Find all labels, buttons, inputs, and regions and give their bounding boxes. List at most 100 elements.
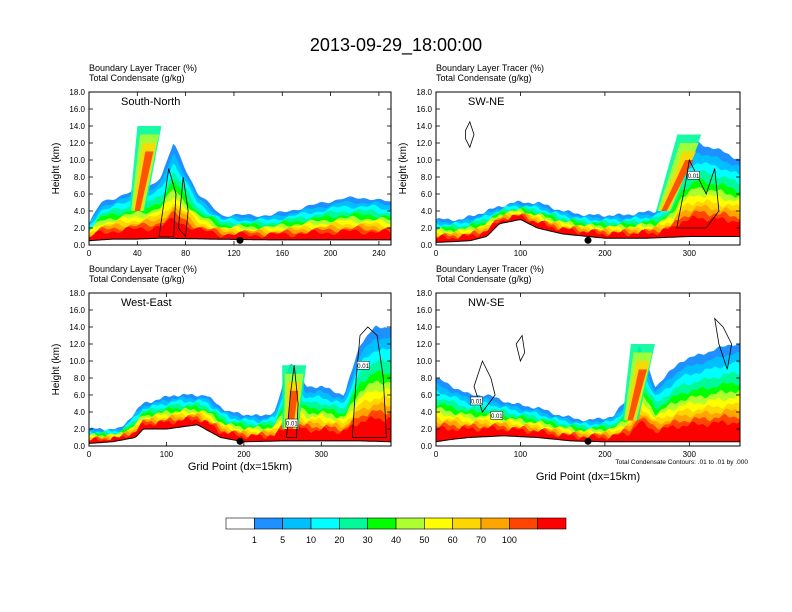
x-tick-label: 200: [598, 249, 612, 258]
colorbar-label: 100: [502, 535, 517, 545]
y-tick-label: 12.0: [69, 340, 85, 349]
y-tick-label: 0.0: [74, 442, 86, 451]
panel-name: NW-SE: [468, 297, 504, 309]
x-axis-label: Grid Point (dx=15km): [536, 471, 640, 483]
y-axis-label: Height (km): [398, 143, 409, 195]
x-tick-label: 0: [87, 249, 92, 258]
y-tick-label: 8.0: [421, 374, 433, 383]
panel-name: South-North: [121, 96, 180, 108]
y-tick-label: 4.0: [74, 408, 86, 417]
x-tick-label: 0: [434, 450, 439, 459]
y-tick-label: 0.0: [74, 241, 86, 250]
y-tick-label: 6.0: [421, 391, 433, 400]
y-tick-label: 12.0: [69, 139, 85, 148]
y-tick-label: 8.0: [74, 173, 86, 182]
colorbar-label: 5: [280, 535, 285, 545]
plot-frame: [88, 91, 392, 246]
terrain-fill: [436, 435, 740, 446]
colorbar-label: 50: [419, 535, 429, 545]
field-label-tracer: Boundary Layer Tracer (%): [89, 63, 197, 73]
field-label-tracer: Boundary Layer Tracer (%): [436, 264, 544, 274]
field-label-condensate: Total Condensate (g/kg): [89, 274, 185, 284]
plot-frame: [435, 91, 741, 246]
colorbar-swatch: [254, 517, 283, 530]
x-tick-label: 80: [181, 249, 190, 258]
colorbar-swatch: [537, 517, 567, 530]
plume-layer: [627, 369, 647, 421]
y-tick-label: 18.0: [69, 88, 85, 97]
contour-label-box: [470, 396, 483, 406]
colorbar-swatch: [509, 517, 538, 530]
x-tick-label: 120: [227, 249, 241, 258]
y-tick-label: 4.0: [421, 408, 433, 417]
contour-label-box: [285, 418, 299, 428]
y-tick-label: 16.0: [69, 306, 85, 315]
y-axis-label: Height (km): [51, 344, 62, 396]
x-tick-label: 200: [237, 450, 251, 459]
y-tick-label: 4.0: [421, 207, 433, 216]
y-tick-label: 8.0: [421, 173, 433, 182]
colorbar-label: 60: [448, 535, 458, 545]
field-label-condensate: Total Condensate (g/kg): [436, 274, 532, 284]
contour-label-box: [356, 361, 370, 370]
panel-nw-se: Boundary Layer Tracer (%)Total Condensat…: [416, 264, 741, 483]
y-tick-label: 6.0: [74, 190, 86, 199]
x-tick-label: 0: [434, 249, 439, 258]
panel-sw-ne: Boundary Layer Tracer (%)Total Condensat…: [398, 63, 741, 258]
contour-label: 0.01: [491, 414, 503, 420]
y-axis-label: Height (km): [51, 143, 62, 195]
y-tick-label: 16.0: [69, 105, 85, 114]
x-tick-label: 100: [160, 450, 174, 459]
colorbar-swatch: [424, 517, 453, 530]
contour-info: Total Condensate Contours: .01 to .01 by…: [615, 459, 748, 466]
y-tick-label: 6.0: [421, 190, 433, 199]
y-tick-label: 14.0: [416, 323, 432, 332]
x-tick-label: 200: [598, 450, 612, 459]
convective-plume: [129, 126, 162, 211]
x-tick-label: 160: [276, 249, 290, 258]
tracer-field: 0.01 0.01: [89, 325, 391, 446]
terrain-line: [436, 219, 740, 243]
location-marker: [236, 236, 244, 244]
tracer-field: [89, 126, 391, 245]
y-tick-label: 10.0: [416, 357, 432, 366]
colorbar-swatch: [452, 517, 482, 530]
panel-name: West-East: [121, 297, 172, 309]
contour-label-box: [687, 171, 700, 180]
colorbar-label: 10: [306, 535, 316, 545]
y-tick-label: 14.0: [69, 323, 85, 332]
panel-name: SW-NE: [468, 96, 504, 108]
convective-plume: [656, 134, 702, 211]
colorbar: 1 5 10 20 30 40 50 60 70 100: [225, 517, 567, 545]
location-marker: [584, 437, 592, 445]
convective-plume: [622, 344, 655, 421]
figure-title: 2013-09-29_18:00:00: [310, 35, 482, 56]
contour-label: 0.01: [471, 399, 483, 405]
condensate-contour: [158, 168, 177, 237]
field-label-condensate: Total Condensate (g/kg): [436, 73, 532, 83]
terrain-fill: [436, 219, 740, 245]
colorbar-swatch: [282, 517, 312, 530]
y-tick-label: 10.0: [416, 156, 432, 165]
location-marker: [236, 437, 244, 445]
tracer-field: 0.01: [436, 120, 740, 245]
colorbar-swatch: [367, 517, 397, 530]
condensate-contour: [177, 176, 189, 238]
y-tick-label: 16.0: [416, 105, 432, 114]
contour-label: 0.01: [688, 174, 700, 180]
x-tick-label: 100: [514, 450, 528, 459]
plume-layer: [134, 151, 154, 211]
condensate-contour: [351, 326, 387, 438]
y-tick-label: 4.0: [74, 207, 86, 216]
y-tick-label: 10.0: [69, 156, 85, 165]
y-tick-label: 18.0: [69, 289, 85, 298]
tracer-field: 0.01 0.01: [436, 317, 740, 446]
x-tick-label: 300: [683, 450, 697, 459]
x-tick-label: 300: [315, 450, 329, 459]
y-tick-label: 18.0: [416, 88, 432, 97]
y-tick-label: 14.0: [69, 122, 85, 131]
y-tick-label: 18.0: [416, 289, 432, 298]
x-tick-label: 240: [372, 249, 386, 258]
contour-label: 0.01: [286, 422, 298, 428]
y-tick-label: 2.0: [74, 425, 86, 434]
